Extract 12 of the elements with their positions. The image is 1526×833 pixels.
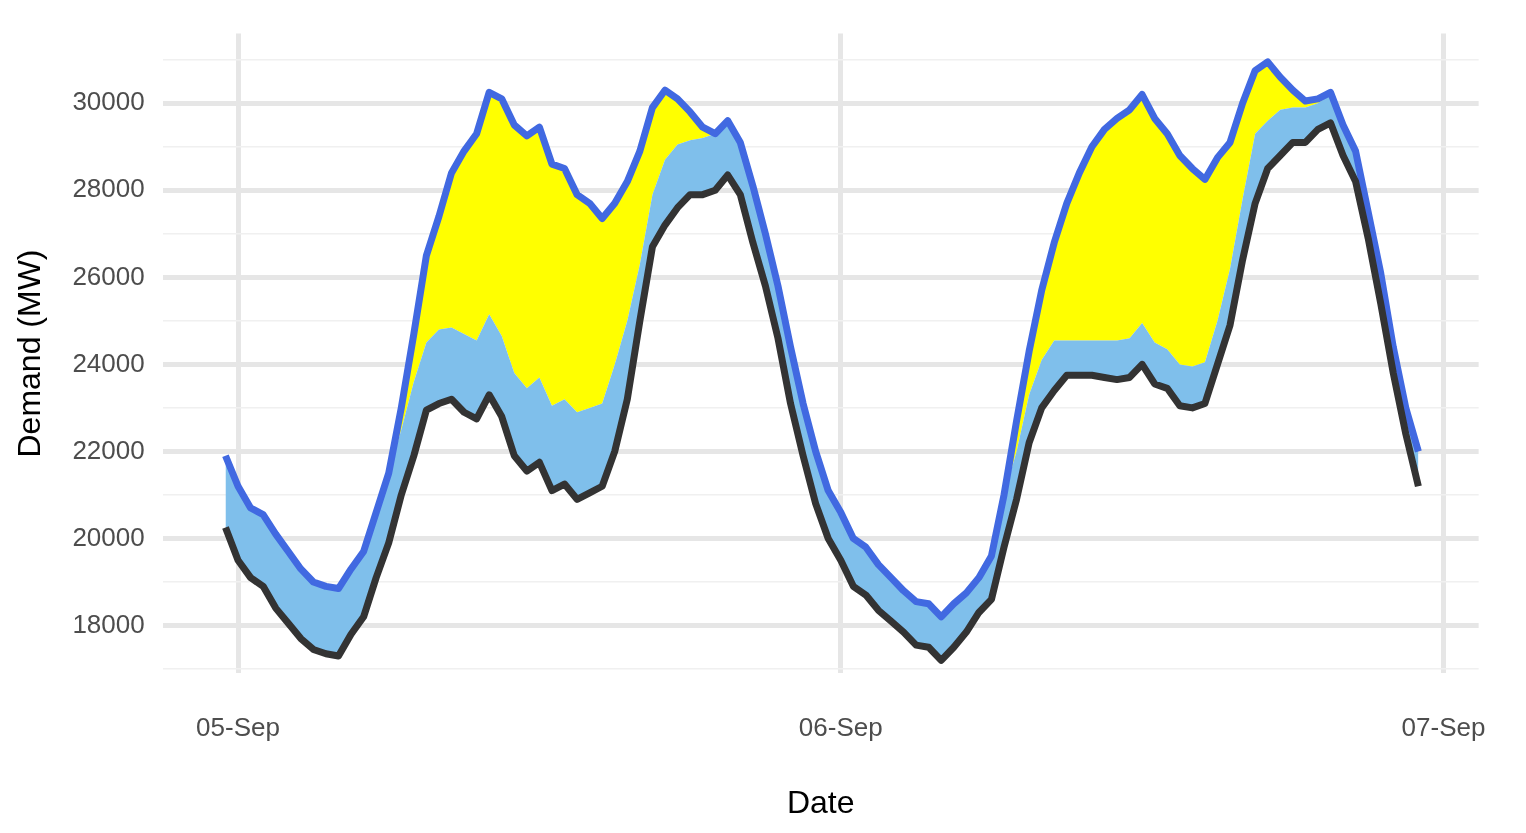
x-tick-label: 07-Sep	[1401, 712, 1486, 743]
y-tick-label: 28000	[72, 173, 145, 204]
x-tick-label: 05-Sep	[196, 712, 280, 743]
y-tick-label: 24000	[72, 347, 145, 378]
y-tick-label: 26000	[72, 260, 145, 291]
x-tick-label: 06-Sep	[798, 712, 883, 743]
y-tick-label: 18000	[72, 608, 145, 639]
x-axis-title: Date	[786, 783, 855, 820]
y-axis-title: Demand (MW)	[11, 249, 48, 458]
y-tick-label: 20000	[72, 521, 145, 552]
y-tick-label: 22000	[72, 434, 145, 465]
y-tick-label: 30000	[72, 86, 145, 117]
